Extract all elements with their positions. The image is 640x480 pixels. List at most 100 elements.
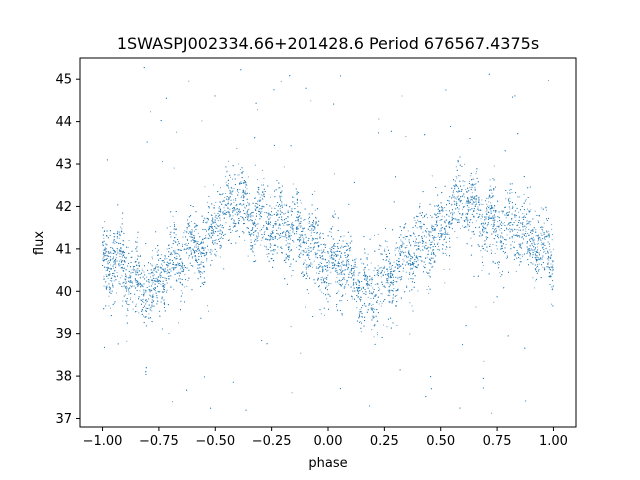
data-point	[190, 220, 192, 223]
data-point	[493, 301, 495, 303]
data-point	[500, 237, 502, 239]
data-point	[310, 100, 312, 102]
data-point	[296, 233, 298, 235]
data-point	[105, 274, 107, 276]
data-point	[314, 251, 316, 253]
data-point	[387, 270, 389, 272]
data-point	[162, 277, 164, 279]
data-point	[215, 239, 217, 241]
data-point	[123, 286, 125, 288]
data-point	[214, 216, 216, 218]
data-point	[285, 240, 287, 242]
data-point	[305, 241, 307, 243]
data-point	[221, 226, 223, 228]
data-point	[132, 267, 134, 269]
data-point	[466, 226, 468, 228]
data-point	[215, 223, 217, 225]
data-point	[184, 274, 186, 276]
data-point	[272, 229, 274, 231]
data-point	[548, 259, 550, 261]
data-point	[337, 266, 339, 268]
data-point	[339, 265, 341, 267]
data-point	[546, 232, 548, 234]
data-point	[349, 248, 351, 250]
data-point	[549, 249, 551, 251]
data-point	[177, 262, 179, 264]
data-point	[135, 287, 137, 289]
data-point	[310, 235, 312, 237]
data-point	[182, 243, 184, 245]
data-point	[533, 239, 535, 241]
data-point	[472, 203, 474, 205]
data-point	[212, 207, 214, 209]
data-point	[259, 196, 261, 198]
data-point	[201, 271, 203, 273]
data-point	[122, 268, 124, 270]
data-point	[220, 246, 222, 248]
data-point	[408, 278, 410, 280]
data-point	[142, 286, 144, 288]
data-point	[550, 263, 552, 265]
data-point	[419, 203, 421, 205]
data-point	[252, 211, 255, 213]
data-point	[239, 183, 242, 185]
data-point	[318, 221, 320, 223]
data-point	[152, 281, 154, 283]
data-point	[266, 238, 268, 240]
data-point	[465, 202, 467, 204]
data-point	[358, 287, 360, 290]
data-point	[245, 190, 247, 192]
data-point	[229, 176, 232, 178]
data-point	[213, 204, 215, 207]
data-point	[307, 245, 310, 247]
data-point	[449, 268, 451, 270]
data-point	[259, 208, 261, 210]
data-point	[422, 245, 424, 247]
data-point	[341, 263, 343, 265]
data-point	[285, 259, 287, 261]
data-point	[372, 287, 374, 289]
data-point	[454, 186, 456, 188]
data-point	[537, 256, 539, 258]
data-point	[551, 286, 553, 288]
data-point	[187, 225, 189, 227]
data-point	[475, 220, 477, 222]
data-point	[515, 219, 517, 221]
data-point	[235, 205, 237, 207]
data-point	[370, 307, 372, 309]
data-point	[185, 248, 187, 250]
data-point	[457, 195, 460, 197]
data-point	[459, 205, 461, 207]
data-point	[300, 226, 302, 228]
data-point	[171, 401, 174, 403]
data-point	[190, 248, 192, 250]
data-point	[279, 195, 281, 197]
data-point	[408, 239, 410, 241]
data-point	[302, 236, 304, 238]
data-point	[497, 220, 499, 223]
data-point	[149, 263, 152, 265]
data-point	[182, 292, 184, 294]
data-point	[338, 282, 340, 284]
data-point	[160, 283, 162, 285]
data-point	[508, 189, 510, 191]
data-point	[551, 273, 553, 275]
data-point	[159, 276, 161, 278]
data-point	[414, 240, 417, 242]
data-point	[531, 244, 533, 246]
data-point	[534, 210, 536, 212]
data-point	[113, 302, 115, 304]
data-point	[244, 206, 246, 208]
data-point	[502, 211, 505, 213]
data-point	[257, 240, 259, 242]
data-point	[380, 276, 382, 278]
data-point	[234, 213, 236, 215]
data-point	[487, 198, 489, 200]
data-point	[380, 266, 382, 268]
data-point	[244, 186, 246, 188]
data-point	[455, 166, 457, 168]
data-point	[524, 215, 526, 217]
data-point	[448, 223, 450, 225]
data-point	[366, 284, 368, 286]
data-point	[233, 187, 235, 189]
